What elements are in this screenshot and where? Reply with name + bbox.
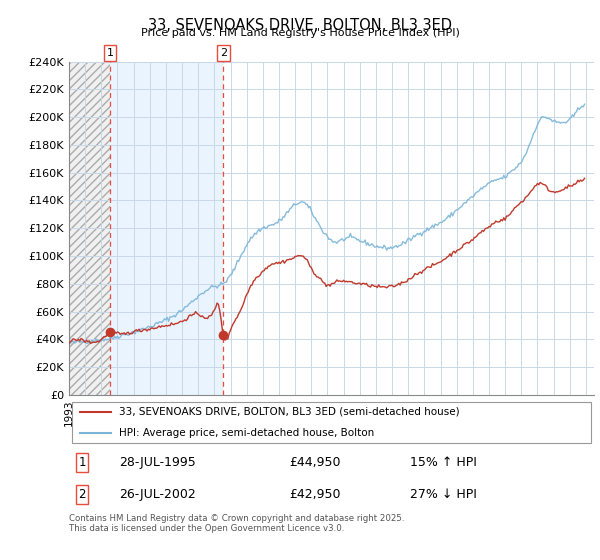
- Text: 15% ↑ HPI: 15% ↑ HPI: [410, 456, 477, 469]
- Text: £44,950: £44,950: [290, 456, 341, 469]
- Bar: [69, 62, 110, 395]
- Text: 1: 1: [107, 48, 113, 58]
- Bar: [110, 62, 223, 395]
- Text: 1: 1: [79, 456, 86, 469]
- Text: 33, SEVENOAKS DRIVE, BOLTON, BL3 3ED (semi-detached house): 33, SEVENOAKS DRIVE, BOLTON, BL3 3ED (se…: [119, 407, 460, 417]
- Text: 2: 2: [79, 488, 86, 501]
- Text: Price paid vs. HM Land Registry's House Price Index (HPI): Price paid vs. HM Land Registry's House …: [140, 28, 460, 38]
- Text: 26-JUL-2002: 26-JUL-2002: [119, 488, 196, 501]
- FancyBboxPatch shape: [71, 402, 592, 443]
- Text: 27% ↓ HPI: 27% ↓ HPI: [410, 488, 477, 501]
- Text: £42,950: £42,950: [290, 488, 341, 501]
- Text: HPI: Average price, semi-detached house, Bolton: HPI: Average price, semi-detached house,…: [119, 428, 374, 438]
- Text: 2: 2: [220, 48, 227, 58]
- Text: 33, SEVENOAKS DRIVE, BOLTON, BL3 3ED: 33, SEVENOAKS DRIVE, BOLTON, BL3 3ED: [148, 18, 452, 33]
- Text: 28-JUL-1995: 28-JUL-1995: [119, 456, 196, 469]
- Text: Contains HM Land Registry data © Crown copyright and database right 2025.
This d: Contains HM Land Registry data © Crown c…: [69, 514, 404, 534]
